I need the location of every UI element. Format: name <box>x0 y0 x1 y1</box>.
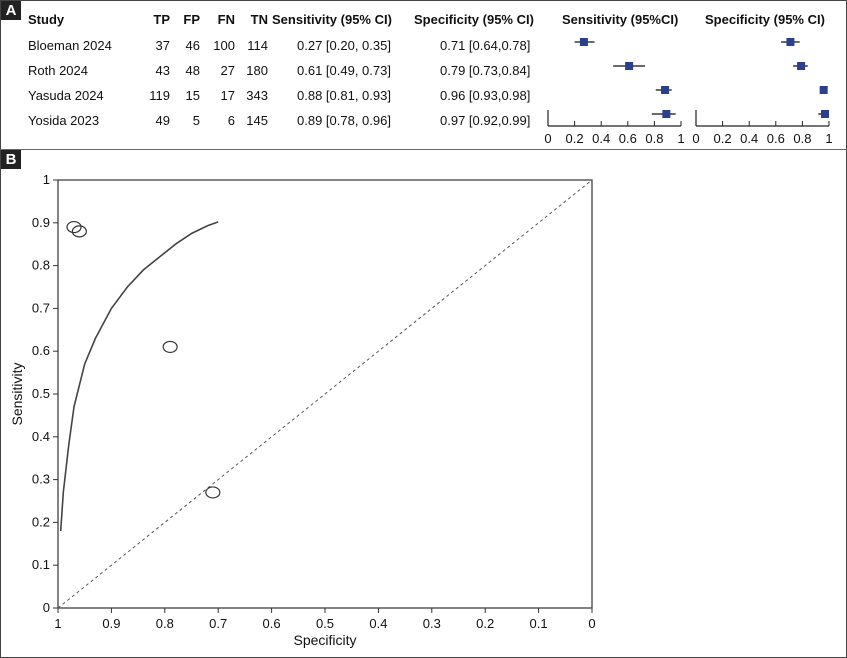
table-cell-tn: 180 <box>246 63 268 78</box>
sensitivity-estimate-marker <box>662 110 671 118</box>
sroc-y-tick-label: 0.5 <box>32 386 50 401</box>
header-specificity-plot: Specificity (95% CI) <box>705 12 825 27</box>
sroc-y-tick-label: 0.8 <box>32 258 50 273</box>
sroc-x-tick-label: 0.9 <box>102 616 120 631</box>
specificity-estimate-marker <box>819 86 828 94</box>
sroc-x-tick-label: 0.2 <box>476 616 494 631</box>
table-cell-study: Yasuda 2024 <box>28 88 104 103</box>
sroc-study-point <box>66 220 82 234</box>
panel-divider <box>0 149 847 150</box>
specificity-tick-label: 0.2 <box>714 131 732 146</box>
table-cell-sens-ci: 0.88 [0.81, 0.93] <box>297 88 391 103</box>
sensitivity-tick-label: 0.6 <box>619 131 637 146</box>
sroc-summary-curve <box>59 221 219 532</box>
sroc-x-tick-label: 0.5 <box>316 616 334 631</box>
table-cell-fn: 17 <box>220 88 235 103</box>
sroc-x-tick-label: 0 <box>588 616 595 631</box>
sroc-study-point <box>71 225 87 238</box>
table-cell-fn: 27 <box>220 63 235 78</box>
header-tp: TP <box>153 12 170 27</box>
table-cell-tn: 145 <box>246 113 268 128</box>
sensitivity-estimate-marker <box>579 38 588 46</box>
table-cell-fp: 46 <box>185 38 200 53</box>
table-cell-sens-ci: 0.61 [0.49, 0.73] <box>297 63 391 78</box>
sroc-plot: 1 0.9 0.8 0.7 0.6 0.5 0.4 0.3 0.2 0.1 0 0 0.1 0.2 0.3 0… <box>9 172 596 648</box>
sroc-x-tick-label: 0.3 <box>423 616 441 631</box>
sroc-y-tick-label: 0.2 <box>32 514 50 529</box>
header-study: Study <box>28 12 65 27</box>
sroc-y-tick-label: 1 <box>43 172 50 187</box>
sensitivity-estimate-marker <box>661 86 670 94</box>
sensitivity-tick-label: 0.2 <box>566 131 584 146</box>
sroc-x-tick-label: 0.7 <box>209 616 227 631</box>
header-fn: FN <box>217 12 235 27</box>
table-cell-spec-ci: 0.71 [0.64,0.78] <box>440 38 531 53</box>
sroc-study-point <box>205 486 221 499</box>
header-specificity-ci: Specificity (95% CI) <box>414 12 534 27</box>
sroc-y-tick-label: 0.3 <box>32 472 50 487</box>
sroc-study-point <box>162 340 178 354</box>
sroc-y-tick-label: 0.4 <box>32 429 50 444</box>
specificity-estimate-marker <box>797 62 806 70</box>
sroc-x-tick-label: 0.1 <box>530 616 548 631</box>
forest-plots: 0 0.2 0.4 0.6 0.8 1 0 0.2 0.4 0.6 0.8 1 <box>544 38 833 146</box>
sensitivity-tick-label: 0.8 <box>645 131 663 146</box>
table-cell-fn: 6 <box>227 113 235 128</box>
table-cell-tp: 119 <box>149 88 170 103</box>
sroc-x-tick-label: 0.6 <box>263 616 281 631</box>
sroc-y-tick-label: 0.1 <box>32 557 50 572</box>
table-cell-study: Roth 2024 <box>28 63 88 78</box>
sroc-x-axis-label: Specificity <box>293 632 356 648</box>
specificity-tick-label: 0.6 <box>767 131 785 146</box>
table-cell-spec-ci: 0.97 [0.92,0.99] <box>440 113 531 128</box>
sensitivity-tick-label: 1 <box>677 131 684 146</box>
sroc-y-axis-label: Sensitivity <box>9 362 25 425</box>
panel-b-label: B <box>1 150 21 169</box>
header-sensitivity-plot: Sensitivity (95%CI) <box>562 12 679 27</box>
table-cell-sens-ci: 0.27 [0.20, 0.35] <box>297 38 391 53</box>
specificity-tick-label: 0.8 <box>793 131 811 146</box>
sroc-y-tick-label: 0.6 <box>32 343 50 358</box>
table-cell-fp: 15 <box>185 88 200 103</box>
header-fp: FP <box>183 12 200 27</box>
table-cell-study: Yosida 2023 <box>28 113 100 128</box>
specificity-tick-label: 0.4 <box>740 131 758 146</box>
sensitivity-estimate-marker <box>625 62 634 70</box>
table-cell-spec-ci: 0.79 [0.73,0.84] <box>440 63 531 78</box>
sensitivity-tick-label: 0.4 <box>592 131 610 146</box>
specificity-estimate-marker <box>786 38 795 46</box>
header-tn: TN <box>250 12 268 27</box>
table-cell-tp: 49 <box>155 113 170 128</box>
table-cell-tn: 114 <box>247 38 268 53</box>
table-cell-fn: 100 <box>213 38 235 53</box>
table-cell-tp: 43 <box>155 63 170 78</box>
table-cell-tp: 37 <box>155 38 170 53</box>
table-cell-fp: 48 <box>185 63 200 78</box>
sroc-x-tick-label: 0.4 <box>369 616 387 631</box>
header-sensitivity-ci: Sensitivity (95% CI) <box>272 12 392 27</box>
specificity-estimate-marker <box>821 110 830 118</box>
table-cell-sens-ci: 0.89 [0.78, 0.96] <box>297 113 391 128</box>
sroc-y-tick-label: 0.9 <box>32 215 50 230</box>
sroc-y-tick-label: 0 <box>43 600 50 615</box>
table-cell-tn: 343 <box>246 88 268 103</box>
sensitivity-tick-label: 0 <box>544 131 551 146</box>
table-cell-spec-ci: 0.96 [0.93,0.98] <box>440 88 531 103</box>
table-cell-study: Bloeman 2024 <box>28 38 112 53</box>
specificity-tick-label: 0 <box>692 131 699 146</box>
specificity-tick-label: 1 <box>825 131 832 146</box>
sroc-x-tick-label: 0.8 <box>156 616 174 631</box>
sroc-x-tick-label: 1 <box>54 616 61 631</box>
sroc-y-tick-label: 0.7 <box>32 300 50 315</box>
panel-a-label: A <box>1 1 21 20</box>
sroc-chance-diagonal <box>57 179 593 609</box>
table-cell-fp: 5 <box>192 113 200 128</box>
